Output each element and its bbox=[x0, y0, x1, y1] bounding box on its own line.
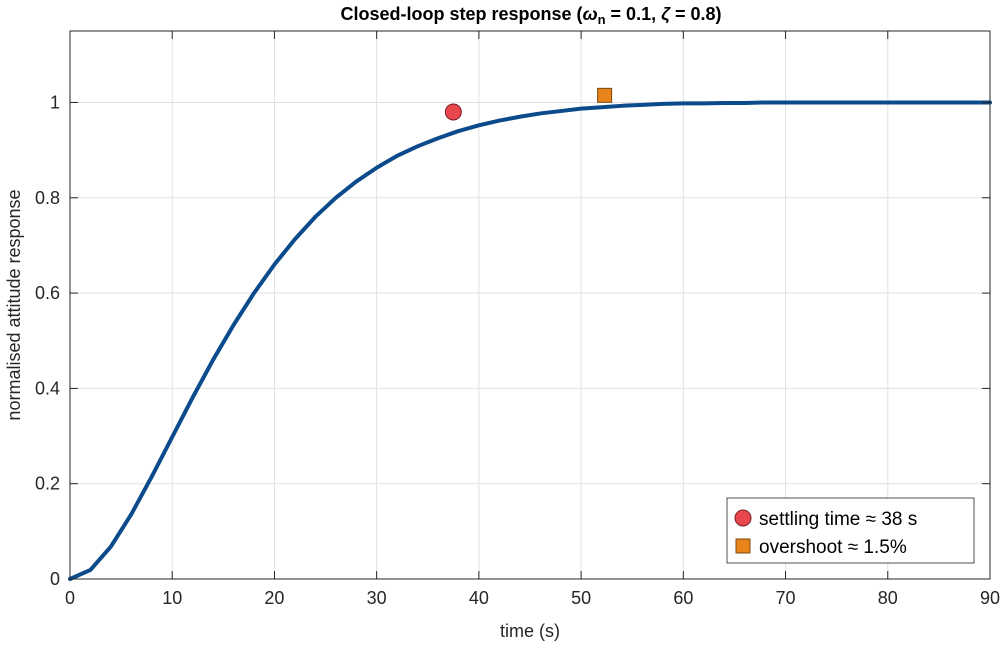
legend-overshoot-marker bbox=[735, 538, 751, 554]
x-tick-label: 50 bbox=[571, 588, 591, 608]
title-omega-value: = 0.1, bbox=[606, 4, 662, 24]
x-axis-label: time (s) bbox=[500, 621, 560, 641]
title-omega: ω bbox=[583, 4, 598, 24]
y-axis-label: normalised attitude response bbox=[4, 189, 24, 420]
x-tick-label: 80 bbox=[878, 588, 898, 608]
y-tick-label: 0.8 bbox=[35, 188, 60, 208]
y-tick-label: 0 bbox=[50, 569, 60, 589]
x-tick-label: 70 bbox=[776, 588, 796, 608]
response-line bbox=[68, 100, 992, 581]
x-tick-label: 10 bbox=[162, 588, 182, 608]
y-tick-label: 0.2 bbox=[35, 474, 60, 494]
legend: settling time ≈ 38 s overshoot ≈ 1.5% bbox=[726, 497, 975, 564]
overshoot-marker bbox=[597, 87, 613, 103]
y-tick-label: 0.4 bbox=[35, 378, 60, 398]
plot-frame bbox=[69, 30, 991, 580]
title-omega-subscript: n bbox=[598, 12, 606, 27]
plot-area bbox=[70, 31, 990, 579]
grid-lines bbox=[70, 31, 990, 579]
x-tick-label: 40 bbox=[469, 588, 489, 608]
legend-settling-marker bbox=[734, 509, 752, 527]
x-tick-label: 90 bbox=[980, 588, 1000, 608]
legend-settling-label: settling time ≈ 38 s bbox=[759, 509, 917, 530]
settling-time-marker bbox=[444, 103, 462, 121]
x-tick-label: 60 bbox=[673, 588, 693, 608]
y-tick-label: 1 bbox=[50, 92, 60, 112]
x-tick-label: 30 bbox=[367, 588, 387, 608]
data-layer bbox=[68, 87, 992, 581]
y-tick-label: 0.6 bbox=[35, 283, 60, 303]
chart-title: Closed-loop step response (ωn = 0.1, ζ =… bbox=[341, 4, 722, 27]
axis-ticks: 0 10 20 30 40 50 60 70 80 90 0 0.2 0.4 0.6 0.8 1 bbox=[35, 31, 1000, 608]
legend-overshoot-label: overshoot ≈ 1.5% bbox=[759, 537, 907, 558]
legend-box bbox=[726, 497, 975, 564]
title-zeta: ζ bbox=[661, 4, 671, 25]
x-tick-label: 0 bbox=[65, 588, 75, 608]
x-tick-label: 20 bbox=[264, 588, 284, 608]
title-zeta-value: = 0.8) bbox=[670, 4, 722, 24]
title-prefix: Closed-loop step response ( bbox=[341, 4, 583, 24]
